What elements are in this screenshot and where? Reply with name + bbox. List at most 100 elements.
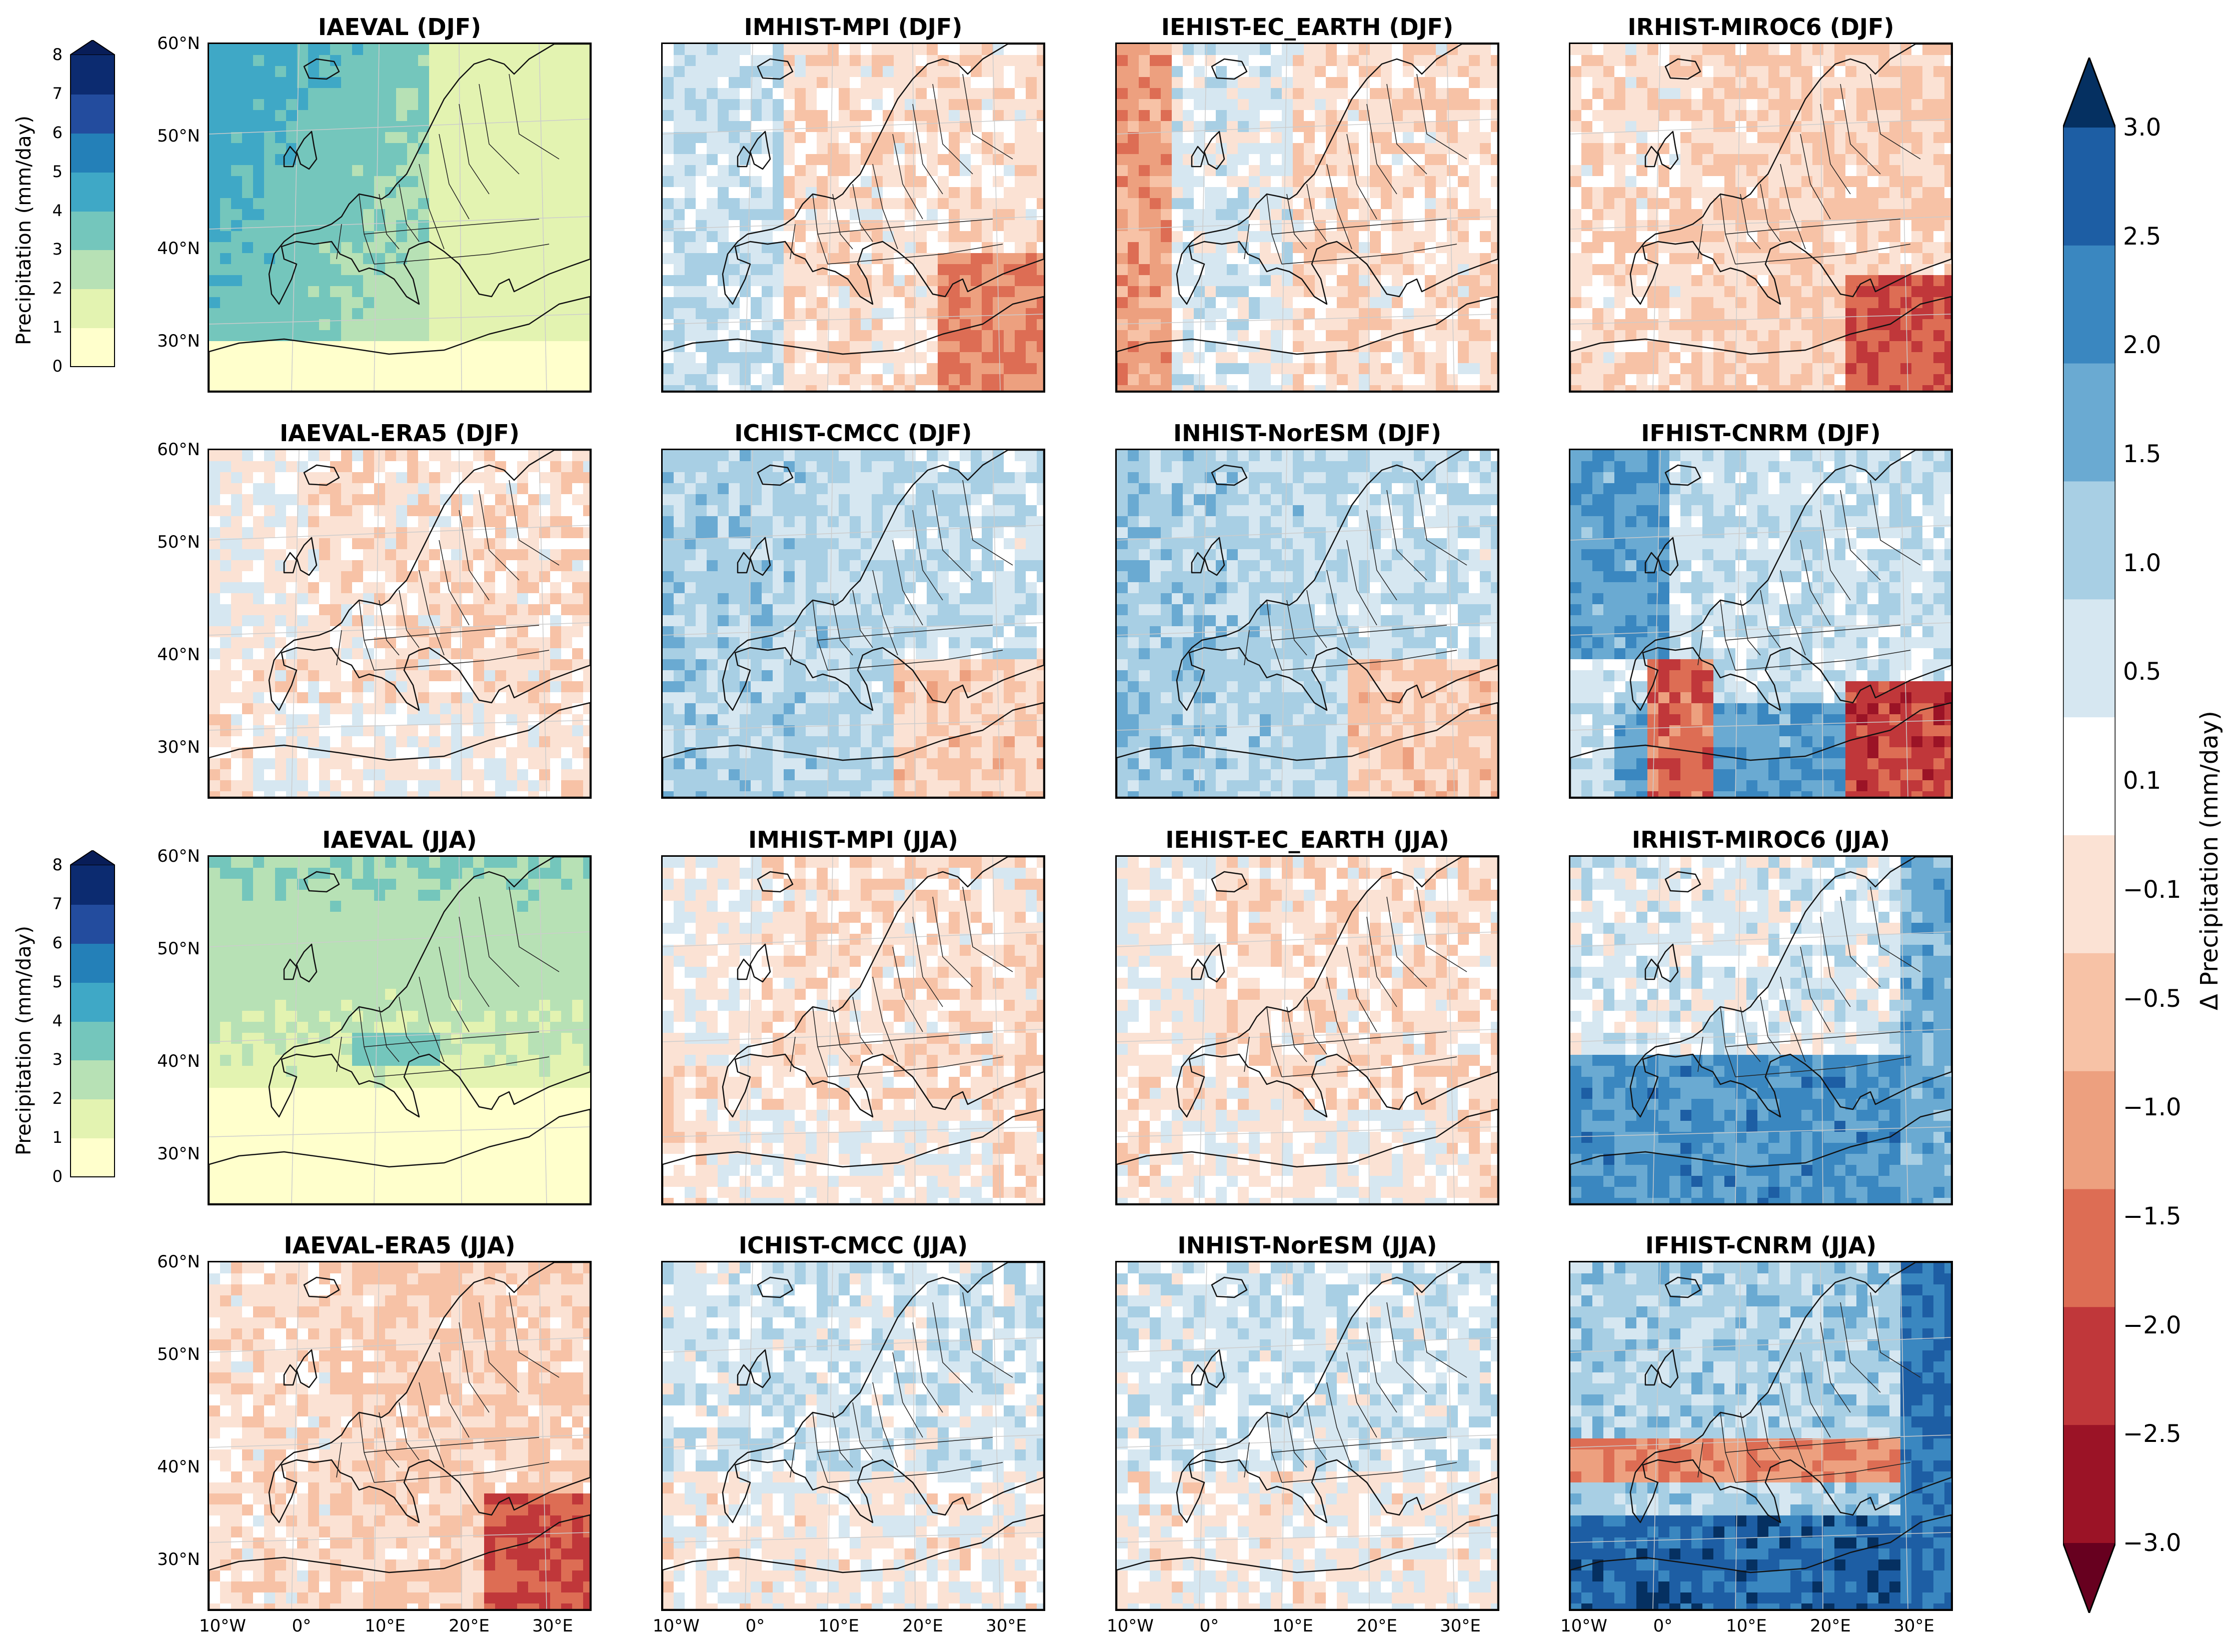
field-cell	[1735, 165, 1747, 177]
field-cell	[352, 154, 364, 166]
field-cell	[462, 77, 474, 89]
field-cell	[231, 352, 243, 364]
field-cell	[462, 582, 474, 594]
field-cell	[696, 132, 707, 144]
field-cell	[674, 88, 685, 100]
field-cell	[1183, 187, 1194, 199]
field-cell	[1801, 187, 1813, 199]
field-cell	[751, 319, 762, 331]
field-cell	[220, 297, 232, 309]
field-cell	[1205, 209, 1216, 221]
field-cell	[352, 99, 364, 111]
field-cell	[1889, 209, 1901, 221]
field-cell	[1592, 66, 1604, 78]
field-cell	[784, 165, 795, 177]
field-cell	[1856, 154, 1868, 166]
field-cell	[396, 549, 408, 561]
field-cell	[1238, 176, 1249, 188]
field-cell	[363, 198, 375, 210]
field-cell	[1216, 374, 1227, 386]
field-cell	[506, 297, 518, 309]
field-cell	[275, 264, 287, 276]
field-cell	[905, 330, 916, 342]
field-cell	[1315, 231, 1326, 243]
field-cell	[1414, 77, 1425, 89]
field-cell	[927, 88, 938, 100]
field-cell	[484, 385, 496, 391]
field-cell	[1469, 110, 1480, 122]
field-cell	[385, 330, 397, 342]
field-cell	[1900, 110, 1912, 122]
field-cell	[1845, 253, 1857, 265]
field-cell	[1227, 341, 1238, 353]
field-cell	[231, 143, 243, 155]
field-cell	[674, 154, 685, 166]
field-cell	[1856, 231, 1868, 243]
field-cell	[1370, 242, 1381, 254]
field-cell	[253, 176, 265, 188]
field-cell	[550, 253, 562, 265]
field-cell	[1702, 121, 1714, 133]
field-cell	[762, 77, 773, 89]
field-cell	[1603, 242, 1615, 254]
field-cell	[330, 527, 342, 539]
field-cell	[1015, 198, 1026, 210]
field-cell	[242, 494, 254, 506]
field-cell	[927, 110, 938, 122]
field-cell	[484, 472, 496, 484]
field-cell	[308, 154, 320, 166]
field-cell	[1381, 242, 1392, 254]
field-cell	[561, 143, 573, 155]
field-cell	[495, 494, 507, 506]
field-cell	[1392, 275, 1403, 287]
field-cell	[784, 385, 795, 391]
field-cell	[407, 560, 419, 572]
field-cell	[1026, 176, 1037, 188]
field-cell	[1922, 165, 1934, 177]
field-cell	[352, 461, 364, 473]
field-cell	[718, 66, 729, 78]
field-cell	[583, 165, 590, 177]
field-cell	[828, 308, 839, 320]
field-cell	[1636, 297, 1648, 309]
field-cell	[517, 275, 529, 287]
field-cell	[938, 165, 949, 177]
field-cell	[1669, 198, 1681, 210]
field-cell	[1026, 88, 1037, 100]
field-cell	[1271, 99, 1282, 111]
field-cell	[784, 264, 795, 276]
field-cell	[938, 99, 949, 111]
field-cell	[308, 77, 320, 89]
field-cell	[1834, 341, 1846, 353]
field-cell	[1293, 187, 1304, 199]
field-cell	[1669, 165, 1681, 177]
field-cell	[1491, 198, 1498, 210]
field-cell	[817, 308, 828, 320]
field-cell	[971, 187, 982, 199]
field-cell	[1570, 297, 1582, 309]
field-cell	[539, 527, 551, 539]
field-cell	[242, 330, 254, 342]
field-cell	[1469, 209, 1480, 221]
field-cell	[1447, 374, 1458, 386]
field-cell	[795, 154, 806, 166]
field-cell	[451, 242, 463, 254]
field-cell	[1271, 44, 1282, 56]
field-cell	[674, 209, 685, 221]
field-cell	[1238, 385, 1249, 391]
field-cell	[1768, 121, 1780, 133]
field-cell	[1004, 88, 1015, 100]
field-cell	[418, 231, 430, 243]
field-cell	[484, 352, 496, 364]
field-cell	[1348, 308, 1359, 320]
field-cell	[707, 66, 718, 78]
field-cell	[1249, 176, 1260, 188]
field-cell	[1834, 165, 1846, 177]
field-cell	[286, 253, 298, 265]
field-cell	[539, 176, 551, 188]
field-cell	[1015, 99, 1026, 111]
field-cell	[495, 231, 507, 243]
field-cell	[1790, 165, 1802, 177]
field-cell	[1856, 319, 1868, 331]
field-cell	[960, 341, 971, 353]
